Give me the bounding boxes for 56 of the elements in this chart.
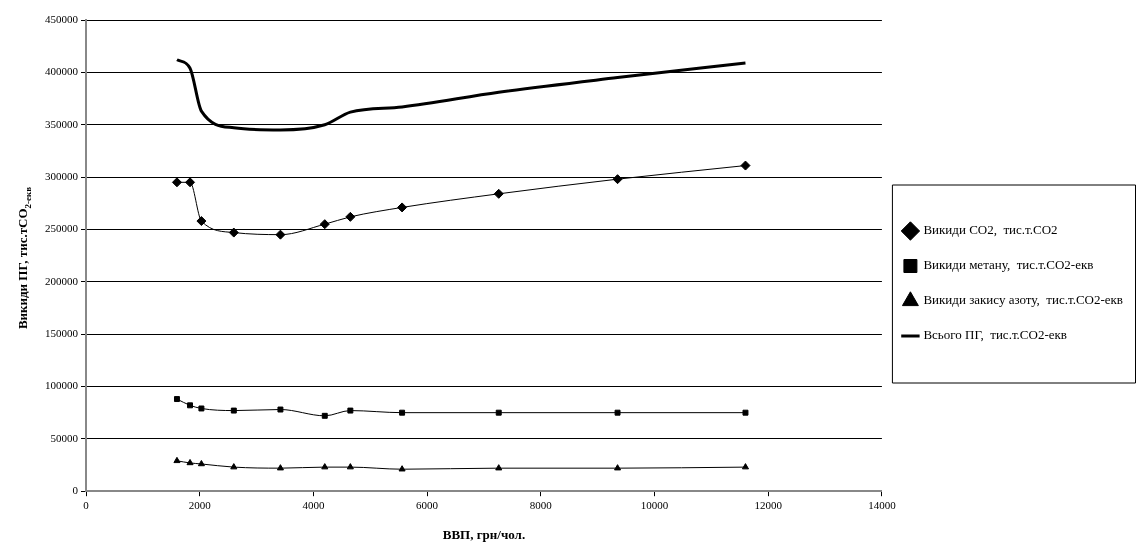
y-tick-label: 150000 bbox=[45, 327, 79, 340]
point bbox=[495, 464, 503, 471]
point bbox=[230, 463, 238, 470]
point bbox=[614, 464, 622, 471]
point bbox=[277, 406, 284, 413]
x-tick-label: 14000 bbox=[868, 498, 897, 511]
point bbox=[196, 216, 207, 227]
point bbox=[742, 409, 749, 416]
point bbox=[321, 463, 329, 470]
point bbox=[347, 407, 354, 414]
point bbox=[185, 177, 196, 188]
y-tick-label: 350000 bbox=[45, 117, 79, 130]
point bbox=[230, 407, 237, 414]
point bbox=[612, 174, 623, 185]
point bbox=[741, 463, 749, 470]
point bbox=[228, 227, 239, 238]
y-tick-label: 400000 bbox=[45, 65, 79, 78]
legend-label: Викиди закису азоту, тис.т.СО2-екв bbox=[923, 292, 1123, 308]
y-tick-label: 250000 bbox=[45, 222, 79, 235]
point bbox=[614, 409, 621, 416]
y-tick-label: 450000 bbox=[45, 12, 79, 25]
point bbox=[197, 459, 205, 467]
point bbox=[187, 402, 194, 409]
point bbox=[173, 396, 180, 403]
y-tick-label: 200000 bbox=[45, 274, 79, 287]
x-tick-label: 6000 bbox=[416, 498, 439, 511]
point bbox=[346, 463, 354, 470]
point bbox=[171, 177, 182, 188]
point bbox=[319, 219, 330, 230]
point bbox=[321, 412, 328, 419]
x-tick-label: 2000 bbox=[188, 498, 212, 511]
x-tick-label: 4000 bbox=[302, 498, 325, 511]
legend-label: Викиди метану, тис.т.СО2-екв bbox=[923, 257, 1094, 273]
point bbox=[186, 458, 194, 466]
y-tick-label: 100000 bbox=[45, 379, 79, 392]
x-tick-label: 10000 bbox=[640, 498, 669, 511]
x-tick-label: 0 bbox=[83, 498, 90, 511]
point bbox=[740, 160, 751, 171]
y-tick-label: 300000 bbox=[45, 169, 79, 182]
x-tick-label: 8000 bbox=[529, 498, 553, 511]
point bbox=[275, 229, 286, 240]
point bbox=[276, 464, 284, 471]
point bbox=[398, 465, 406, 472]
point bbox=[399, 409, 406, 416]
point bbox=[198, 405, 205, 412]
point bbox=[495, 409, 502, 416]
point bbox=[397, 202, 408, 213]
x-axis-title: ВВП, грн/чол. bbox=[442, 526, 526, 542]
y-tick-label: 0 bbox=[72, 484, 79, 497]
point bbox=[173, 456, 181, 464]
legend-label: Викиди СО2, тис.т.СО2 bbox=[923, 222, 1058, 238]
point bbox=[345, 211, 356, 222]
y-tick-label: 50000 bbox=[50, 431, 79, 444]
point bbox=[493, 188, 504, 199]
legend-label: Всього ПГ, тис.т.СО2-екв bbox=[923, 327, 1067, 343]
x-tick-label: 12000 bbox=[754, 498, 783, 511]
